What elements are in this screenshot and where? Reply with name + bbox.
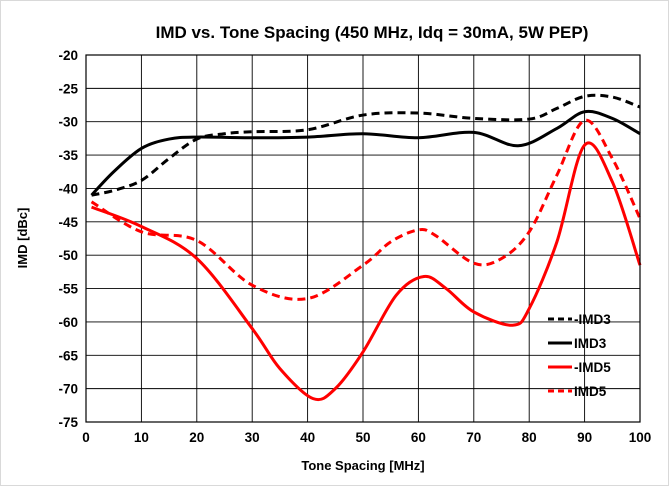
x-axis-label: Tone Spacing [MHz]: [301, 458, 424, 473]
series-line-neg-imd3: [91, 93, 641, 197]
y-tick-label: -35: [58, 148, 78, 163]
x-tick-label: 90: [577, 430, 592, 445]
legend-label-neg-imd3: -IMD3: [574, 312, 611, 327]
y-tick-label: -30: [58, 115, 78, 130]
y-tick-label: -70: [58, 382, 78, 397]
legend-label-neg-imd5: -IMD5: [574, 360, 611, 375]
plot-area-frame: [85, 54, 641, 423]
y-tick-label: -25: [58, 81, 78, 96]
x-tick-label: 60: [411, 430, 426, 445]
legend-label-imd5: IMD5: [574, 384, 607, 399]
series-line-neg-imd5: [90, 141, 642, 402]
legend: -IMD3 IMD3 -IMD5 IMD5: [548, 312, 611, 399]
x-tick-label: 10: [134, 430, 149, 445]
x-tick-label: 50: [355, 430, 370, 445]
x-tick-label: 0: [82, 430, 90, 445]
y-tick-label: -20: [58, 48, 78, 63]
y-tick-label: -65: [58, 348, 78, 363]
y-axis-label: IMD [dBc]: [15, 208, 30, 269]
x-tick-label: 20: [189, 430, 204, 445]
series-line-imd5: [90, 118, 642, 301]
y-tick-label: -55: [58, 282, 78, 297]
y-tick-label: -45: [58, 215, 78, 230]
y-tick-label: -75: [58, 415, 78, 430]
series-line-imd3: [90, 109, 641, 197]
y-tick-label: -40: [58, 181, 78, 196]
x-tick-label: 70: [466, 430, 481, 445]
x-tick-label: 30: [245, 430, 260, 445]
x-tick-label: 40: [300, 430, 315, 445]
y-tick-label: -60: [58, 315, 78, 330]
series-group: [90, 93, 642, 402]
chart-title: IMD vs. Tone Spacing (450 MHz, Idq = 30m…: [156, 23, 589, 42]
legend-label-imd3: IMD3: [574, 336, 607, 351]
y-tick-label: -50: [58, 248, 78, 263]
tick-labels: 0 10 20 30 40 50 60 70 80 90 100 -20 -25 -30 -35 -40 -45…: [58, 48, 651, 445]
x-tick-label: 100: [629, 430, 652, 445]
x-tick-label: 80: [522, 430, 537, 445]
